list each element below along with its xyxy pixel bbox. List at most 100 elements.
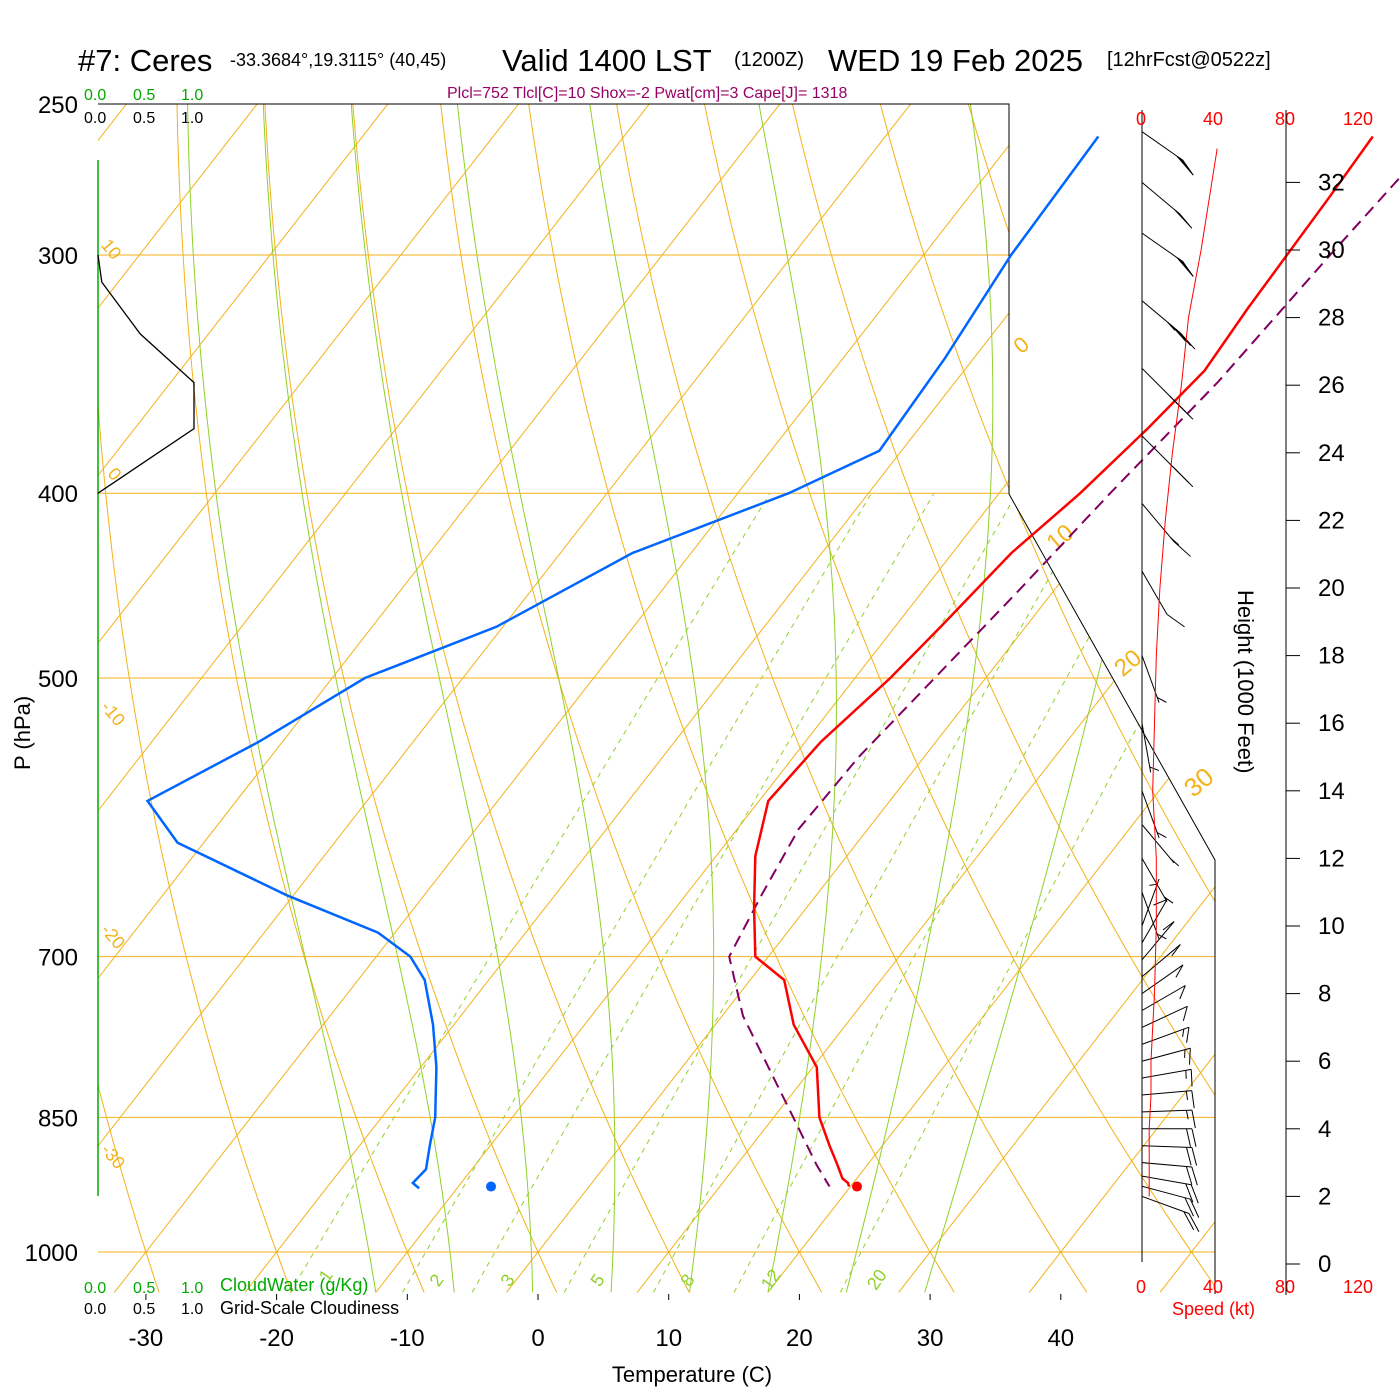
cloud-axis-top: 0.0 0.5 1.0 0.0 0.5 1.0 xyxy=(84,87,203,127)
mixing-ratio-lines xyxy=(289,492,1215,1293)
mixing-ratio-line xyxy=(839,492,1215,1293)
mix-label-5: 5 xyxy=(587,1270,609,1290)
isotherm-lines xyxy=(98,104,1215,1293)
pressure-tick-label: 850 xyxy=(38,1105,78,1132)
wind-barb xyxy=(1141,503,1191,557)
dry-adiabat xyxy=(436,104,823,1293)
cloud-top-green-2: 1.0 xyxy=(181,87,203,104)
height-tick-label: 32 xyxy=(1318,169,1345,196)
isotherm-label-8: 20 xyxy=(1109,644,1147,682)
speed-top-120: 120 xyxy=(1343,109,1373,129)
wind-barb xyxy=(1141,1090,1195,1109)
isotherm xyxy=(767,104,1215,1293)
isotherm xyxy=(98,104,415,1293)
wind-barb xyxy=(1141,232,1194,277)
zulu-time: (1200Z) xyxy=(734,49,804,71)
pressure-tick-label: 500 xyxy=(38,666,78,693)
dry-adiabat xyxy=(98,104,160,1293)
wind-barb xyxy=(1141,1047,1191,1065)
wind-barb xyxy=(1141,985,1186,1011)
mix-label-2: 2 xyxy=(426,1270,448,1290)
moist-adiabat xyxy=(348,104,534,1293)
temperature-tick-label: 0 xyxy=(531,1325,544,1352)
wind-barb xyxy=(1141,300,1196,350)
moist-adiabat xyxy=(186,104,377,1293)
isotherm-labels: 10 0 -10 -20 -30 0 10 20 30 xyxy=(97,235,1219,1173)
temperature-trace xyxy=(752,135,1374,1187)
wind-barb xyxy=(1141,1175,1199,1204)
cloud-top-black-0: 0.0 xyxy=(84,110,106,127)
height-tick-label: 2 xyxy=(1318,1183,1331,1210)
speed-bottom-120: 120 xyxy=(1343,1277,1373,1297)
valid-time: Valid 1400 LST xyxy=(502,43,712,78)
isotherm xyxy=(898,104,1215,1293)
forecast-date: WED 19 Feb 2025 xyxy=(828,43,1083,78)
pressure-tick-label: 250 xyxy=(38,92,78,119)
height-tick-label: 26 xyxy=(1318,372,1345,399)
height-tick-label: 20 xyxy=(1318,575,1345,602)
station-name: #7: Ceres xyxy=(78,43,212,78)
dry-adiabat xyxy=(1393,70,1400,1292)
cloud-top-black-2: 1.0 xyxy=(181,110,203,127)
isotherm xyxy=(113,104,1069,1293)
wind-barb xyxy=(1142,1128,1197,1147)
wind-barb xyxy=(1141,858,1174,904)
wind-barb xyxy=(1141,1185,1200,1218)
speed-bottom-0: 0 xyxy=(1136,1277,1146,1297)
dewpoint-trace xyxy=(145,135,1100,1190)
speed-axis-label: Speed (kt) xyxy=(1172,1299,1255,1319)
dry-adiabat xyxy=(523,104,955,1293)
height-tick-label: 12 xyxy=(1318,845,1345,872)
plot-frame xyxy=(98,103,1216,1294)
wind-barb xyxy=(1141,131,1194,176)
wind-barb xyxy=(1141,182,1193,229)
cloud-bottom-green-2: 1.0 xyxy=(181,1280,203,1297)
wind-barb xyxy=(1141,824,1180,867)
dry-adiabat xyxy=(697,104,1215,1293)
height-tick-label: 18 xyxy=(1318,643,1345,670)
height-tick-label: 28 xyxy=(1318,305,1345,332)
isotherm-label-2: 0 xyxy=(1008,331,1033,358)
dry-adiabat xyxy=(871,104,1215,1293)
wind-barb xyxy=(1141,1026,1190,1045)
mixing-ratio-line xyxy=(471,492,935,1293)
height-tick-label: 10 xyxy=(1318,913,1345,940)
height-tick-label: 8 xyxy=(1318,981,1331,1008)
forecast-run: [12hrFcst@0522z] xyxy=(1107,49,1271,71)
pressure-tick-label: 400 xyxy=(38,481,78,508)
wind-barb xyxy=(1141,1145,1198,1166)
isotherm xyxy=(1159,104,1215,1293)
height-tick-label: 22 xyxy=(1318,507,1345,534)
cloudiness-profile xyxy=(97,254,195,494)
isotherm-label-3: -10 xyxy=(97,697,129,730)
mix-label-20: 20 xyxy=(863,1266,891,1294)
temperature-axis-label: Temperature (C) xyxy=(612,1362,772,1387)
pressure-tick-label: 1000 xyxy=(25,1240,78,1267)
temperature-tick-label: -30 xyxy=(129,1325,164,1352)
temperature-tick-label: 40 xyxy=(1047,1325,1074,1352)
height-axis-label: Height (1000 Feet) xyxy=(1233,590,1258,773)
height-tick-label: 0 xyxy=(1318,1251,1331,1278)
wind-barb xyxy=(1141,570,1185,628)
height-tick-label: 30 xyxy=(1318,237,1345,264)
mixing-ratio-line xyxy=(402,492,872,1293)
isotherm xyxy=(98,104,807,1293)
stability-indices: Plcl=752 Tlcl[C]=10 Shox=-2 Pwat[cm]=3 C… xyxy=(447,85,847,102)
cloud-top-green-1: 0.5 xyxy=(133,87,155,104)
surface-temperature-dot xyxy=(851,1181,862,1192)
dry-adiabat xyxy=(784,104,1215,1293)
isotherm xyxy=(98,104,938,1293)
mix-label-8: 8 xyxy=(677,1270,699,1290)
height-tick-label: 16 xyxy=(1318,710,1345,737)
parcel-trace xyxy=(728,175,1400,1188)
cloud-bottom-black-1: 0.5 xyxy=(133,1301,155,1318)
isotherm xyxy=(98,104,284,1293)
dry-adiabat xyxy=(262,104,558,1293)
station-coords: -33.3684°,19.3115° (40,45) xyxy=(230,50,446,70)
dry-adiabat-lines xyxy=(98,70,1400,1293)
isotherm xyxy=(244,104,1199,1293)
wind-barb xyxy=(1141,367,1194,420)
height-tick-label: 24 xyxy=(1318,440,1345,467)
isotherm-label-4: -20 xyxy=(97,920,129,953)
isotherm xyxy=(98,104,677,1293)
